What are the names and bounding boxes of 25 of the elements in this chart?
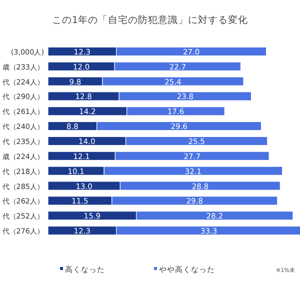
bar — [126, 106, 225, 116]
bar — [48, 166, 104, 176]
bar — [48, 226, 117, 236]
bar — [48, 210, 137, 220]
bar — [114, 151, 270, 161]
bar — [48, 76, 103, 86]
bar — [118, 92, 252, 101]
bar — [48, 181, 121, 190]
bar — [114, 62, 242, 72]
bar — [96, 121, 262, 131]
title: この1年の「自宅の防犯意識」に対する変化 — [52, 15, 248, 26]
bar — [48, 136, 126, 146]
bar — [48, 151, 116, 161]
bar — [48, 62, 115, 72]
bar — [48, 106, 128, 116]
bar — [102, 76, 244, 86]
bar — [116, 46, 267, 56]
bar — [48, 196, 112, 206]
bar — [48, 92, 120, 101]
bar — [125, 136, 268, 146]
bar — [136, 210, 294, 220]
bar — [48, 46, 117, 56]
bar — [120, 181, 280, 190]
bar — [112, 196, 278, 206]
bar — [104, 166, 283, 176]
